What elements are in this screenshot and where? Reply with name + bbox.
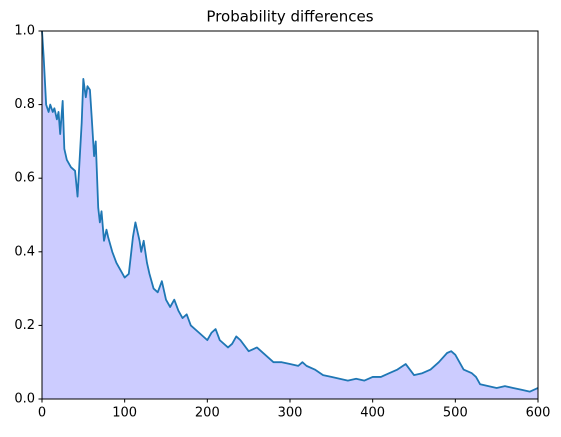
x-tick-label: 300 [278, 406, 303, 421]
line [41, 30, 539, 393]
x-tick-label: 600 [526, 406, 551, 421]
x-tick-label: 100 [112, 406, 137, 421]
y-tick-label: 0.0 [14, 392, 35, 407]
x-tick-label: 0 [38, 406, 46, 421]
y-tick-label: 1.0 [14, 24, 35, 39]
y-tick-label: 0.2 [14, 318, 35, 333]
chart-title: Probability differences [206, 8, 373, 26]
y-tick-label: 0.4 [14, 244, 35, 259]
x-tick-label: 200 [195, 406, 220, 421]
x-tick-label: 400 [360, 406, 385, 421]
y-tick-label: 0.6 [14, 171, 35, 186]
y-tick-label: 0.8 [14, 97, 35, 112]
x-tick-label: 500 [443, 406, 468, 421]
area-fill [42, 31, 538, 399]
